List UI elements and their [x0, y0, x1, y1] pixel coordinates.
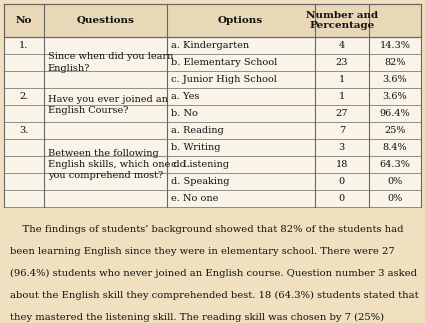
Text: Between the following
English skills, which one do
you comprehend most?: Between the following English skills, wh…	[48, 149, 185, 180]
Text: b. No: b. No	[170, 109, 198, 118]
Text: c. Junior High School: c. Junior High School	[170, 75, 277, 84]
Text: (96.4%) students who never joined an English course. Question number 3 asked: (96.4%) students who never joined an Eng…	[10, 269, 417, 278]
Text: 1: 1	[339, 75, 345, 84]
Bar	[4, 4, 421, 37]
Text: 2.: 2.	[19, 92, 28, 101]
Bar	[4, 122, 421, 139]
Text: 64.3%: 64.3%	[380, 160, 411, 169]
Text: 27: 27	[335, 109, 348, 118]
Text: 14.3%: 14.3%	[380, 41, 411, 50]
Text: been learning English since they were in elementary school. There were 27: been learning English since they were in…	[10, 247, 395, 256]
Text: 3.6%: 3.6%	[382, 92, 407, 101]
Text: 8.4%: 8.4%	[382, 143, 407, 152]
Text: 0%: 0%	[387, 177, 402, 186]
Text: b. Writing: b. Writing	[170, 143, 220, 152]
Text: Questions: Questions	[76, 16, 134, 25]
Text: Have you ever joined an
English Course?: Have you ever joined an English Course?	[48, 95, 167, 115]
Text: 1: 1	[339, 92, 345, 101]
Text: 0%: 0%	[387, 194, 402, 203]
Text: Number and
Percentage: Number and Percentage	[306, 11, 378, 30]
Text: b. Elementary School: b. Elementary School	[170, 58, 277, 67]
Text: Options: Options	[218, 16, 263, 25]
Text: d. Speaking: d. Speaking	[170, 177, 229, 186]
Text: 0: 0	[339, 194, 345, 203]
Text: 4: 4	[339, 41, 345, 50]
Bar	[4, 37, 421, 54]
Bar	[4, 105, 421, 122]
Bar	[4, 190, 421, 207]
Text: The findings of students’ background showed that 82% of the students had: The findings of students’ background sho…	[10, 225, 403, 234]
Text: Since when did you learn
English?: Since when did you learn English?	[48, 52, 173, 73]
Bar	[4, 173, 421, 190]
Text: 3.6%: 3.6%	[382, 75, 407, 84]
Bar	[4, 139, 421, 156]
Text: 23: 23	[335, 58, 348, 67]
Bar	[4, 88, 421, 105]
Text: 0: 0	[339, 177, 345, 186]
Text: 3.: 3.	[19, 126, 28, 135]
Bar	[4, 156, 421, 173]
Text: 18: 18	[336, 160, 348, 169]
Text: 25%: 25%	[384, 126, 406, 135]
Text: 3: 3	[339, 143, 345, 152]
Bar	[4, 71, 421, 88]
Text: 96.4%: 96.4%	[380, 109, 410, 118]
Bar	[4, 54, 421, 71]
Text: a. Kindergarten: a. Kindergarten	[170, 41, 249, 50]
Text: 82%: 82%	[384, 58, 406, 67]
Text: 1.: 1.	[19, 41, 28, 50]
Text: c. Listening: c. Listening	[170, 160, 229, 169]
Text: e. No one: e. No one	[170, 194, 218, 203]
Text: 7: 7	[339, 126, 345, 135]
Text: a. Reading: a. Reading	[170, 126, 224, 135]
Text: about the English skill they comprehended best. 18 (64.3%) students stated that: about the English skill they comprehende…	[10, 291, 419, 300]
Text: No: No	[16, 16, 32, 25]
Text: a. Yes: a. Yes	[170, 92, 199, 101]
Text: they mastered the listening skill. The reading skill was chosen by 7 (25%): they mastered the listening skill. The r…	[10, 313, 384, 322]
